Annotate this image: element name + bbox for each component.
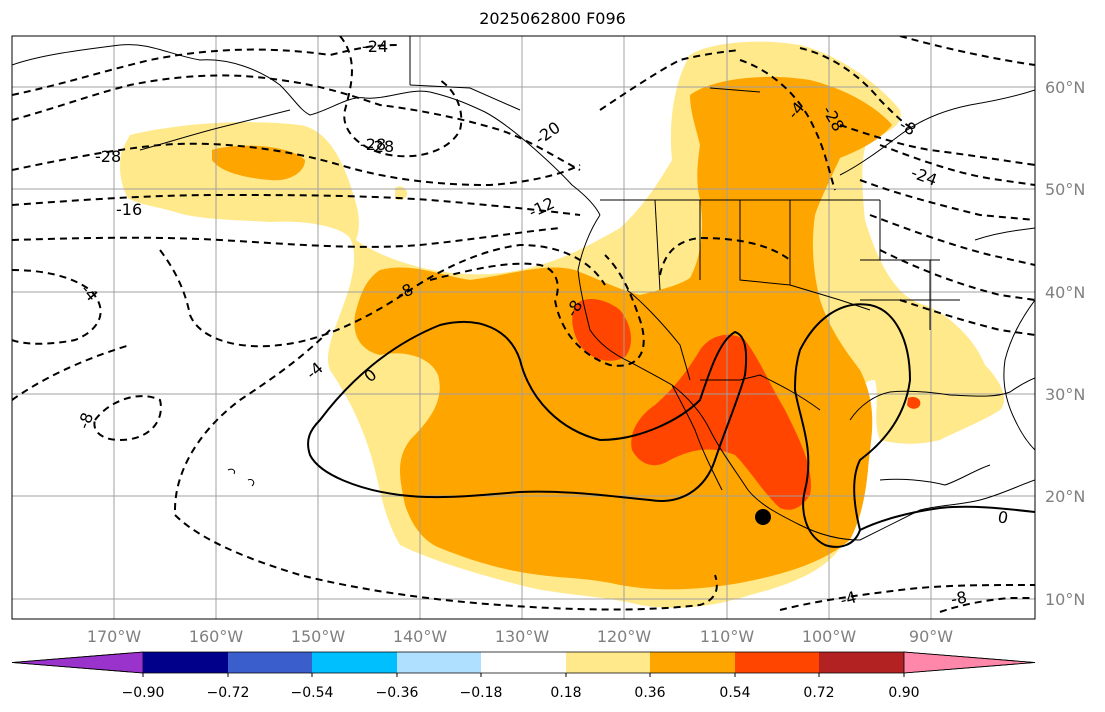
colorbar-segment bbox=[143, 652, 228, 673]
contour-label: -24 bbox=[362, 37, 388, 56]
lon-label: 140°W bbox=[393, 627, 448, 646]
political-borders bbox=[409, 36, 960, 411]
latitude-labels: 60°N 50°N 40°N 30°N 20°N 10°N bbox=[1045, 78, 1085, 609]
colorbar-tick-labels: −0.90 −0.72 −0.54 −0.36 −0.18 0.18 0.36 … bbox=[122, 685, 920, 701]
lon-label: 160°W bbox=[189, 627, 244, 646]
colorbar-segment bbox=[397, 652, 481, 673]
colorbar-segment bbox=[312, 652, 397, 673]
lat-label: 50°N bbox=[1045, 180, 1085, 199]
colorbar-segment bbox=[228, 652, 312, 673]
colorbar bbox=[11, 651, 1036, 677]
contour-label: -16 bbox=[116, 200, 142, 219]
colorbar-segment bbox=[819, 652, 904, 673]
dashed-contours bbox=[12, 36, 1035, 613]
colorbar-tick: −0.90 bbox=[122, 685, 165, 701]
colorbar-extend-left bbox=[11, 651, 144, 674]
lat-label: 60°N bbox=[1045, 78, 1085, 97]
lon-label: 110°W bbox=[700, 627, 755, 646]
lon-label: 150°W bbox=[291, 627, 346, 646]
colorbar-tick: −0.72 bbox=[207, 685, 250, 701]
gridlines bbox=[12, 36, 1035, 619]
colorbar-tick: 0.18 bbox=[550, 685, 581, 701]
contour-label: -8 bbox=[394, 280, 416, 304]
solid-contours bbox=[307, 303, 1035, 548]
map-layers bbox=[12, 36, 1035, 619]
lat-label: 30°N bbox=[1045, 385, 1085, 404]
colorbar-segment bbox=[650, 652, 735, 673]
colorbar-tick: −0.54 bbox=[291, 685, 334, 701]
colorbar-segment bbox=[735, 652, 819, 673]
lat-label: 20°N bbox=[1045, 487, 1085, 506]
contour-label: 0 bbox=[996, 507, 1009, 527]
colorbar-tick: 0.72 bbox=[803, 685, 834, 701]
colorbar-tick: −0.36 bbox=[376, 685, 419, 701]
contour-label: -28 bbox=[95, 147, 121, 166]
colorbar-segment bbox=[481, 652, 566, 673]
colorbar-tick: 0.90 bbox=[888, 685, 919, 701]
coastlines bbox=[12, 44, 1035, 541]
lon-label: 170°W bbox=[87, 627, 142, 646]
contour-label: -28 bbox=[360, 135, 386, 154]
storm-center-dot bbox=[755, 509, 771, 525]
contour-label: -8 bbox=[949, 587, 968, 608]
colorbar-tick: 0.36 bbox=[634, 685, 665, 701]
lon-label: 120°W bbox=[597, 627, 652, 646]
contour-label: -28 bbox=[368, 137, 394, 156]
lon-label: 100°W bbox=[802, 627, 857, 646]
colorbar-extend-right bbox=[903, 651, 1036, 674]
lon-label: 90°W bbox=[909, 627, 953, 646]
colorbar-tick: −0.18 bbox=[460, 685, 503, 701]
map-border bbox=[11, 35, 1036, 620]
contour-label: -8 bbox=[74, 410, 97, 431]
map-title: 2025062800 F096 bbox=[479, 9, 626, 28]
colorbar-segment bbox=[566, 652, 650, 673]
contour-label: -4 bbox=[838, 587, 858, 609]
lon-label: 130°W bbox=[495, 627, 550, 646]
lat-label: 40°N bbox=[1045, 283, 1085, 302]
lat-label: 10°N bbox=[1045, 590, 1085, 609]
longitude-labels: 170°W 160°W 150°W 140°W 130°W 120°W 110°… bbox=[87, 627, 953, 646]
colorbar-tick: 0.54 bbox=[719, 685, 750, 701]
